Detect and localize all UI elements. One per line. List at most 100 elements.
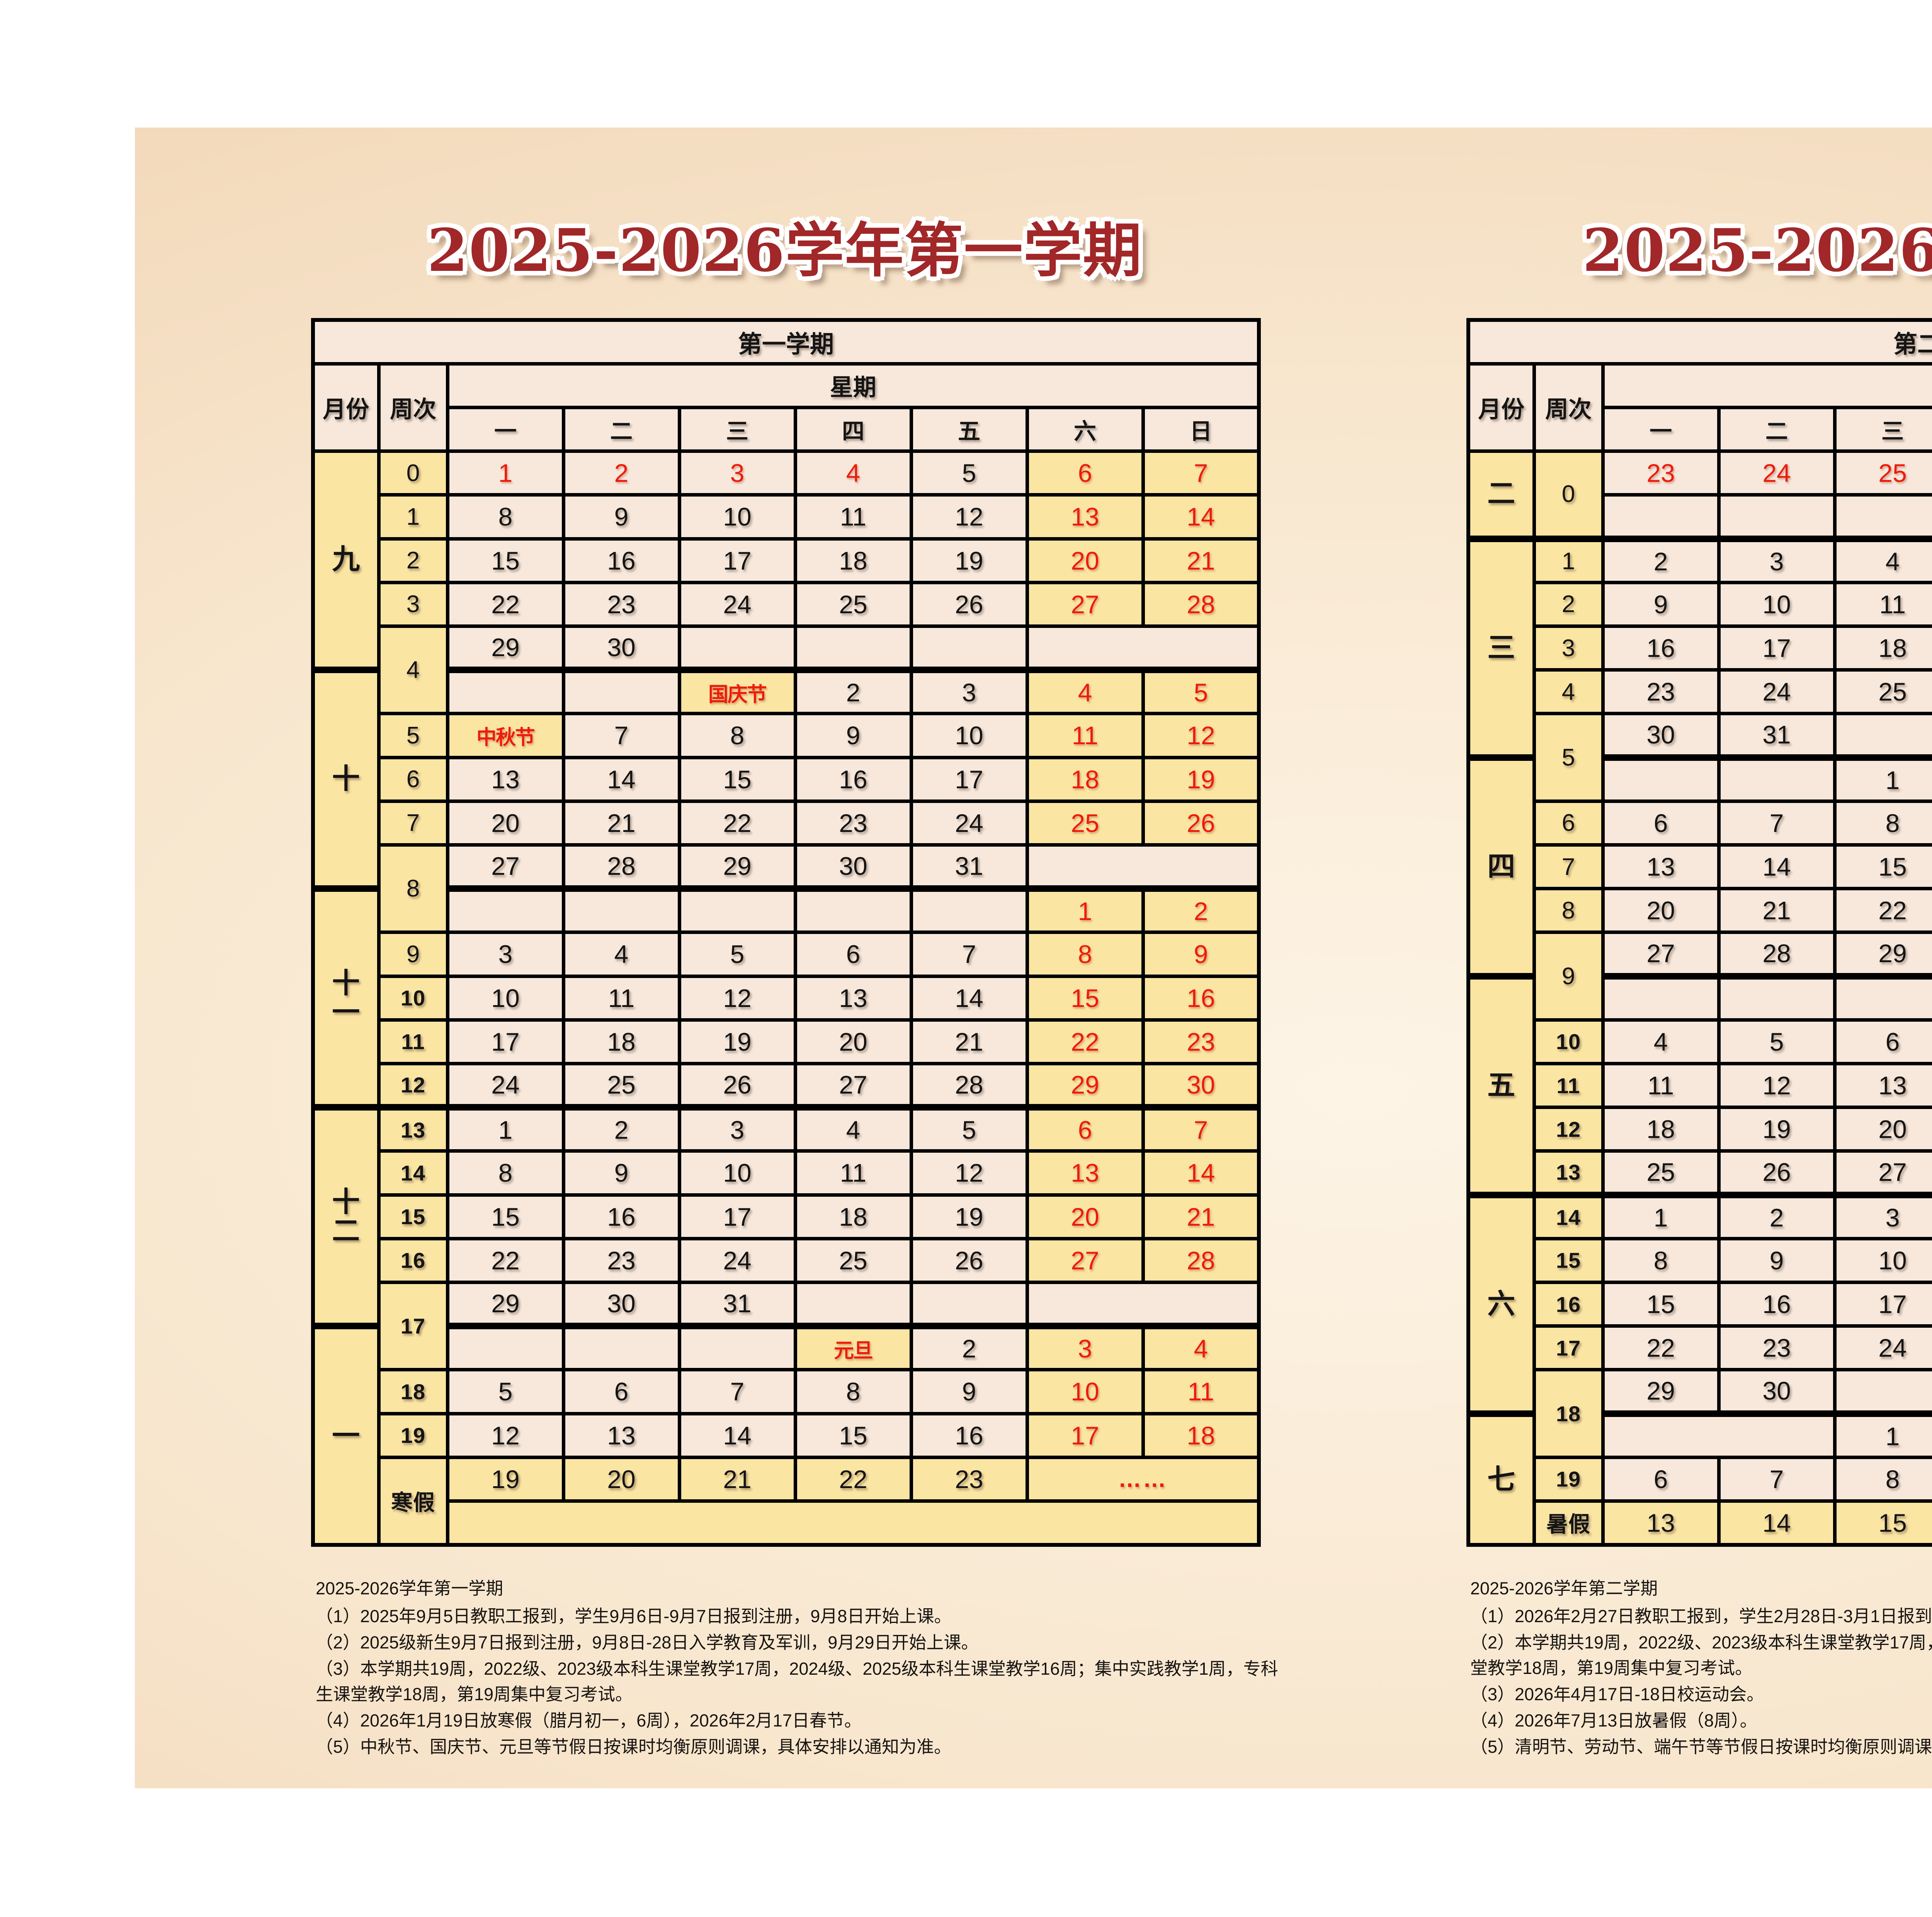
empty-cell bbox=[446, 667, 565, 716]
day-cell: 21 bbox=[909, 1018, 1029, 1065]
week-cell: 7 bbox=[377, 799, 449, 847]
day-cell: 22 bbox=[1601, 1324, 1721, 1372]
day-cell: 19 bbox=[909, 1193, 1029, 1240]
day-cell: 9 bbox=[561, 1149, 681, 1197]
week-cell: 14 bbox=[1532, 1191, 1605, 1240]
day-cell: 21 bbox=[1141, 537, 1261, 584]
week-cell: 18 bbox=[1532, 1368, 1605, 1459]
day-cell: 7 bbox=[1141, 449, 1261, 497]
week-cell: 12 bbox=[377, 1061, 449, 1109]
day-cell: 9 bbox=[909, 1368, 1029, 1415]
day-cell: 26 bbox=[677, 1061, 797, 1109]
day-cell: 23 bbox=[1717, 1324, 1837, 1372]
day-cell: 11 bbox=[793, 493, 913, 541]
day-cell: 28 bbox=[561, 843, 681, 891]
note-item: （5）清明节、劳动节、端午节等节假日按课时均衡原则调课，具体安排以通知为准。 bbox=[1470, 1737, 1932, 1757]
dayname-cell: 二 bbox=[561, 405, 681, 453]
day-cell: 16 bbox=[1141, 974, 1261, 1022]
week-cell: 19 bbox=[377, 1412, 449, 1459]
day-cell: 25 bbox=[793, 1237, 913, 1284]
empty-cell bbox=[1717, 973, 1837, 1022]
dayname-cell: 一 bbox=[1601, 405, 1721, 453]
day-cell: 24 bbox=[1833, 1324, 1932, 1372]
empty-cell bbox=[1601, 493, 1721, 541]
day-cell: 20 bbox=[446, 799, 565, 847]
day-cell: 21 bbox=[1141, 1193, 1261, 1240]
week-cell: 14 bbox=[377, 1149, 449, 1197]
month-cell: 十二 bbox=[311, 1104, 381, 1328]
day-cell: 4 bbox=[1601, 1018, 1721, 1065]
day-cell: 10 bbox=[677, 1149, 797, 1197]
week-cell: 13 bbox=[1532, 1149, 1605, 1197]
semester2-notes-heading: 2025-2026学年第二学期 bbox=[1470, 1579, 1658, 1598]
day-cell: 19 bbox=[446, 1455, 565, 1503]
day-cell: 5 bbox=[909, 449, 1029, 497]
day-cell: 15 bbox=[446, 537, 565, 584]
day-cell: 25 bbox=[561, 1061, 681, 1109]
day-cell: 27 bbox=[793, 1061, 913, 1109]
day-cell: 14 bbox=[561, 755, 681, 803]
week-cell: 2 bbox=[1532, 580, 1605, 628]
day-cell: 2 bbox=[909, 1323, 1029, 1372]
day-cell: 6 bbox=[1601, 1455, 1721, 1503]
day-cell: 16 bbox=[561, 537, 681, 584]
day-cell: 12 bbox=[677, 974, 797, 1022]
day-cell: 20 bbox=[1833, 1106, 1932, 1153]
dayname-cell: 五 bbox=[909, 405, 1029, 453]
day-cell: 7 bbox=[909, 930, 1029, 978]
day-cell: 24 bbox=[677, 1237, 797, 1284]
empty-cell bbox=[446, 1499, 1261, 1547]
day-cell: 3 bbox=[909, 667, 1029, 716]
day-cell: 27 bbox=[1025, 580, 1145, 628]
day-cell: 2 bbox=[1141, 885, 1261, 934]
day-cell: 8 bbox=[793, 1368, 913, 1415]
note-item: （2）2025级新生9月7日报到注册，9月8日-28日入学教育及军训，9月29日… bbox=[316, 1633, 979, 1652]
empty-cell bbox=[677, 624, 797, 672]
day-cell: 11 bbox=[1141, 1368, 1261, 1415]
day-cell: 18 bbox=[793, 1193, 913, 1240]
day-cell: 10 bbox=[446, 974, 565, 1022]
day-cell: 8 bbox=[1833, 1455, 1932, 1503]
empty-cell bbox=[909, 624, 1029, 672]
note-item: （1）2026年2月27日教职工报到，学生2月28日-3月1日报到注册，3月2日… bbox=[1470, 1606, 1932, 1626]
empty-cell bbox=[677, 1323, 797, 1372]
day-cell: 22 bbox=[1833, 887, 1932, 934]
week-cell: 寒假 bbox=[377, 1455, 449, 1547]
week-cell: 15 bbox=[377, 1193, 449, 1240]
empty-cell bbox=[1025, 843, 1261, 891]
day-cell: 25 bbox=[1601, 1149, 1721, 1197]
semester1-notes: 2025-2026学年第一学期 （1）2025年9月5日教职工报到，学生9月6日… bbox=[316, 1576, 1282, 1760]
note-item: （2）本学期共19周，2022级、2023级本科生课堂教学17周，2024级、2… bbox=[1470, 1633, 1932, 1678]
day-cell: 12 bbox=[1717, 1061, 1837, 1109]
month-cell: 一 bbox=[311, 1323, 381, 1547]
day-cell: 14 bbox=[677, 1412, 797, 1459]
day-cell: 10 bbox=[677, 493, 797, 541]
month-cell: 十 bbox=[311, 667, 381, 891]
day-cell: 20 bbox=[793, 1018, 913, 1065]
day-cell: 11 bbox=[1601, 1061, 1721, 1109]
day-cell: 29 bbox=[677, 843, 797, 891]
empty-cell bbox=[793, 1280, 913, 1328]
day-cell: 1 bbox=[1025, 885, 1145, 934]
week-cell: 16 bbox=[1532, 1280, 1605, 1328]
day-cell: 23 bbox=[1141, 1018, 1261, 1065]
day-cell: 8 bbox=[1833, 799, 1932, 847]
day-cell: 10 bbox=[909, 712, 1029, 759]
day-cell: 28 bbox=[909, 1061, 1029, 1109]
day-cell: 9 bbox=[1601, 580, 1721, 628]
week-cell: 9 bbox=[1532, 930, 1605, 1022]
day-cell: 30 bbox=[561, 624, 681, 672]
table-title: 第二学期 bbox=[1466, 318, 1932, 366]
day-cell: 16 bbox=[793, 755, 913, 803]
week-cell: 17 bbox=[377, 1280, 449, 1372]
day-cell: 29 bbox=[446, 1280, 565, 1328]
day-cell: 17 bbox=[677, 537, 797, 584]
day-cell: 18 bbox=[1141, 1412, 1261, 1459]
empty-cell bbox=[677, 885, 797, 934]
day-cell: 18 bbox=[793, 537, 913, 584]
week-cell: 7 bbox=[1532, 843, 1605, 891]
day-cell: 1 bbox=[1601, 1191, 1721, 1240]
day-cell: 23 bbox=[1601, 449, 1721, 497]
day-cell: 22 bbox=[446, 580, 565, 628]
